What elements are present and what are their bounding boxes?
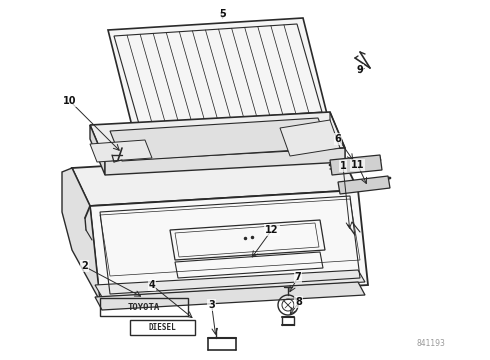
Polygon shape	[95, 270, 365, 297]
Text: 10: 10	[63, 96, 76, 106]
Polygon shape	[90, 190, 368, 301]
Text: 4: 4	[148, 280, 155, 290]
Polygon shape	[62, 168, 100, 301]
Text: 3: 3	[208, 300, 215, 310]
Polygon shape	[108, 18, 328, 130]
Text: 8: 8	[295, 297, 302, 307]
Polygon shape	[95, 282, 365, 310]
Text: 9: 9	[357, 65, 364, 75]
Text: 2: 2	[81, 261, 88, 271]
Text: 1: 1	[340, 161, 346, 171]
Polygon shape	[110, 118, 330, 161]
Text: DIESEL: DIESEL	[148, 323, 176, 332]
Text: 12: 12	[265, 225, 279, 235]
Polygon shape	[90, 112, 345, 161]
Polygon shape	[338, 176, 390, 194]
Text: 6: 6	[335, 134, 342, 144]
Text: 7: 7	[294, 272, 301, 282]
Polygon shape	[90, 125, 105, 175]
Polygon shape	[72, 152, 358, 206]
Polygon shape	[105, 148, 345, 175]
Text: 841193: 841193	[417, 339, 445, 348]
Text: 5: 5	[220, 9, 226, 19]
Polygon shape	[90, 140, 152, 162]
Polygon shape	[280, 120, 340, 156]
Text: 11: 11	[351, 160, 365, 170]
Text: TOYOTA: TOYOTA	[128, 302, 160, 311]
Polygon shape	[330, 155, 382, 175]
